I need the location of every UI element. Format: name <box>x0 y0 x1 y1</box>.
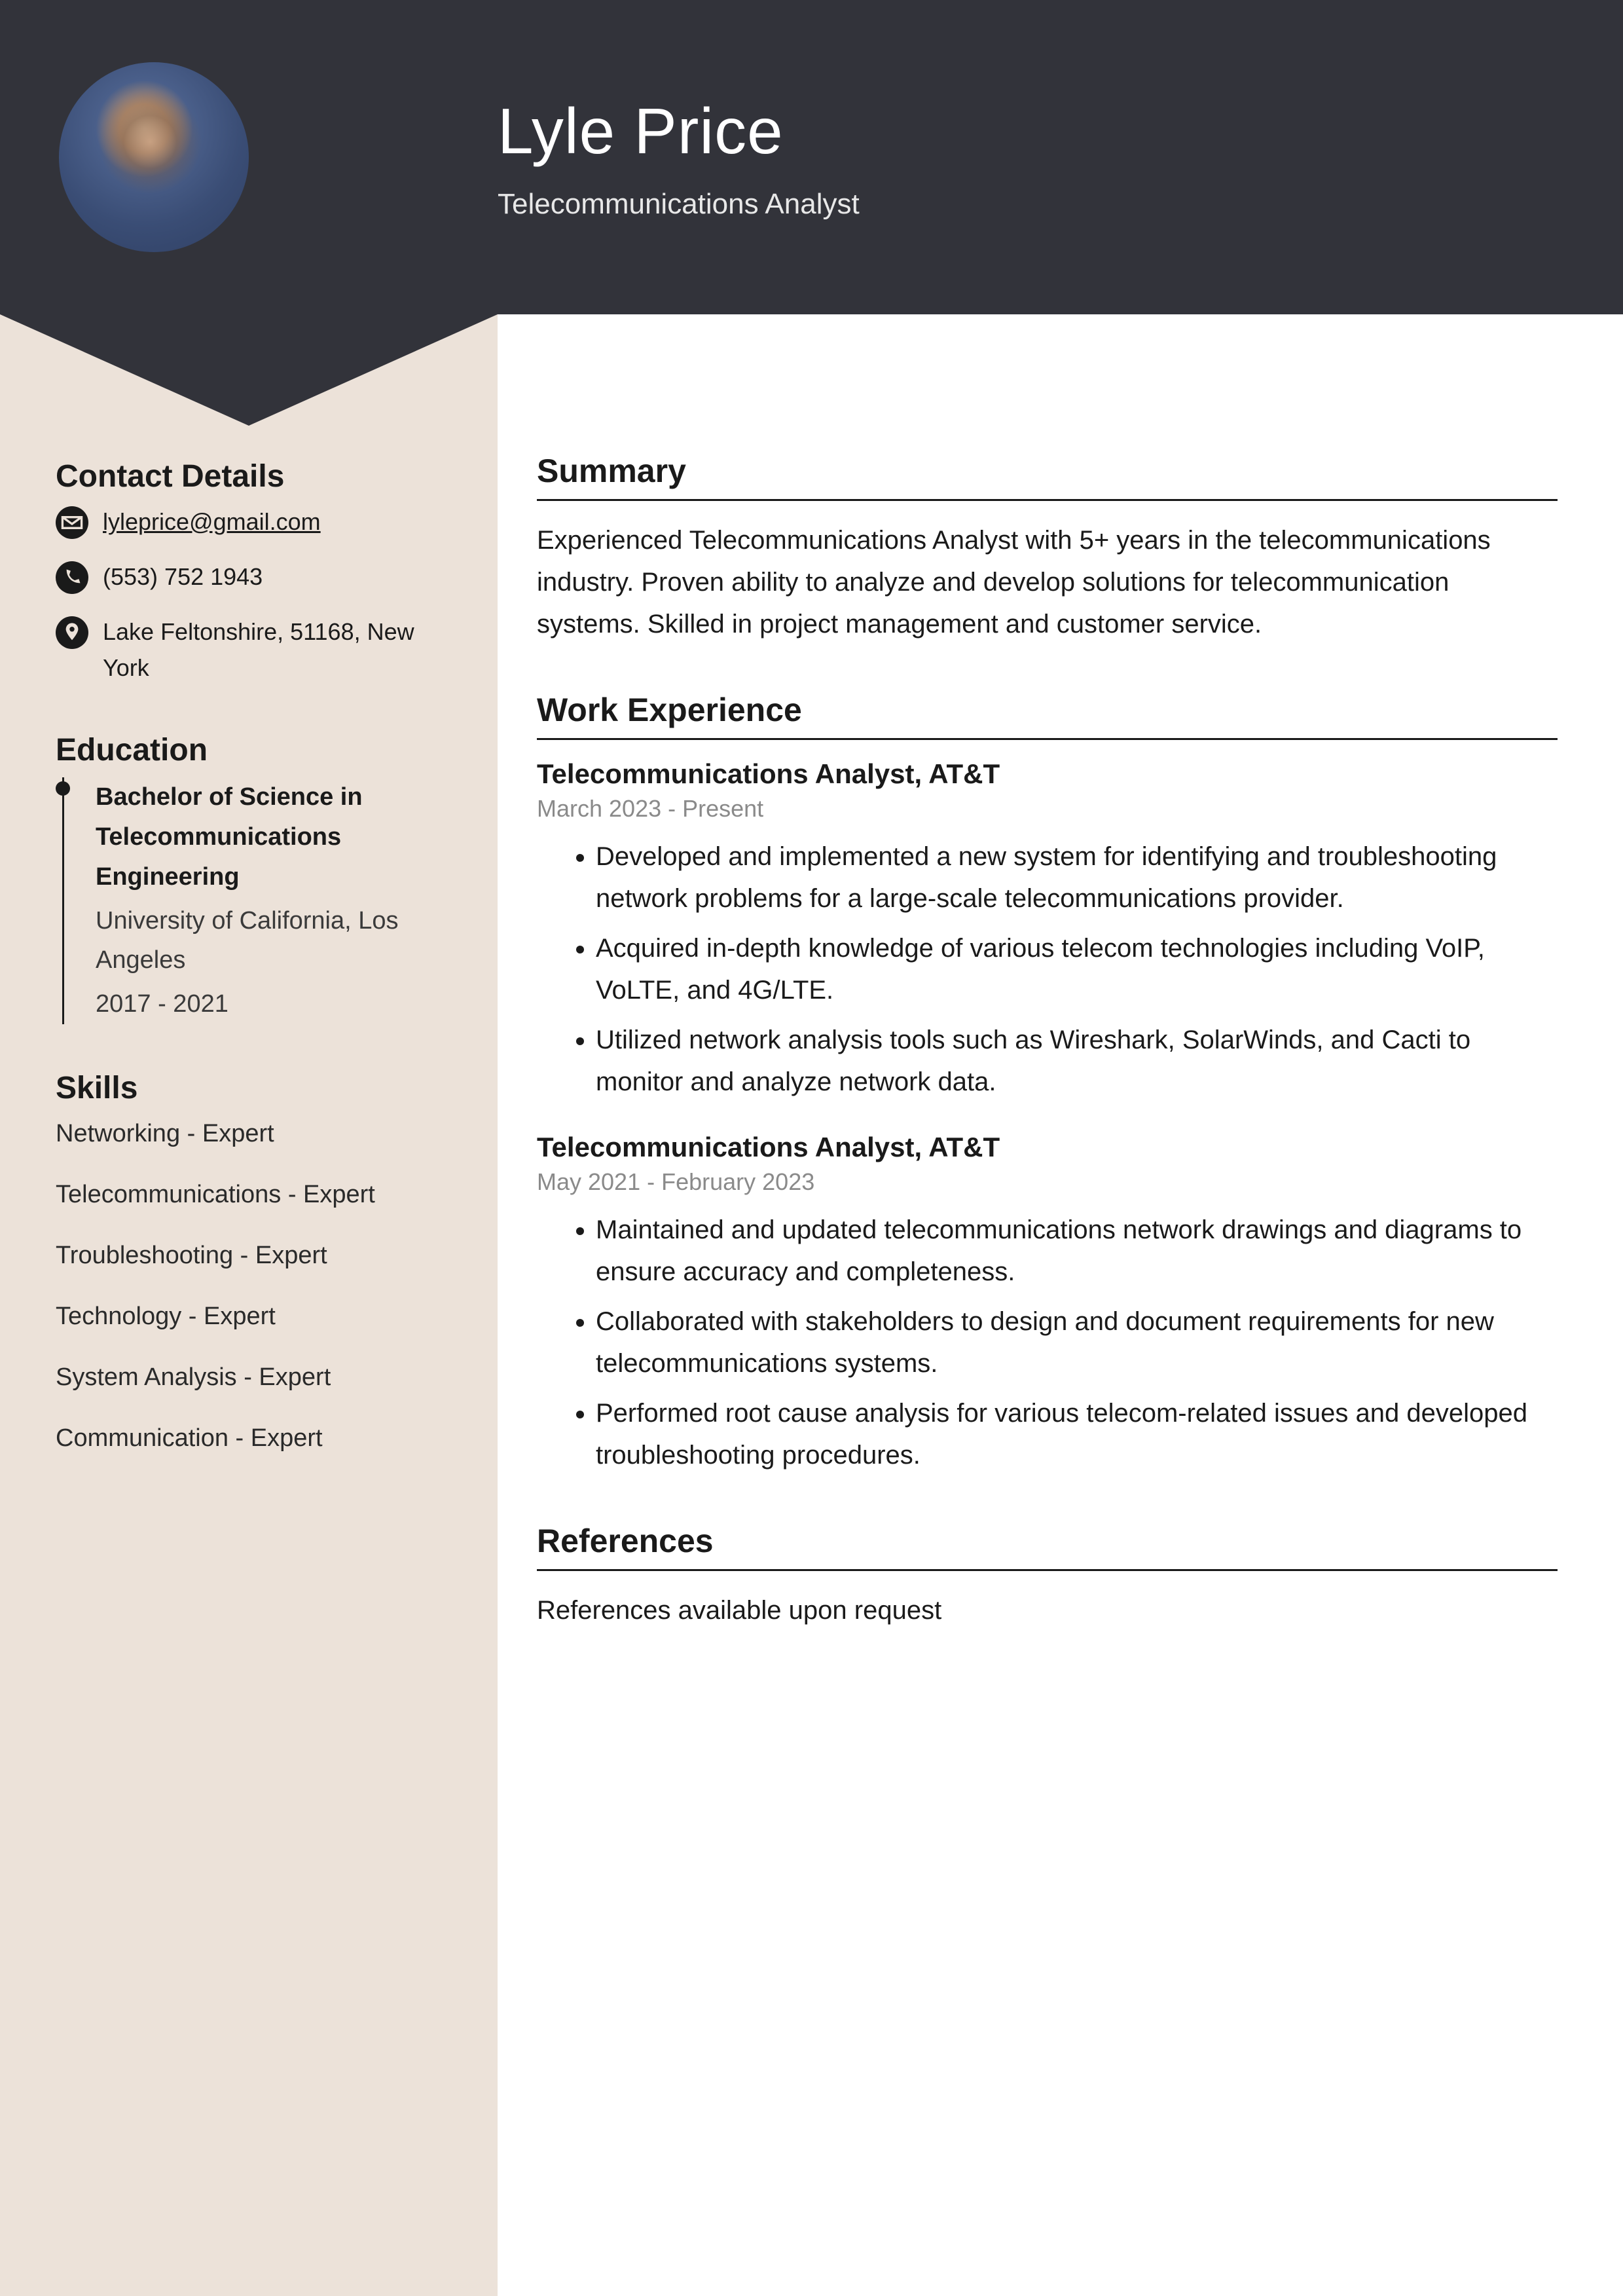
header-text: Lyle Price Telecommunications Analyst <box>498 94 860 221</box>
location-icon <box>56 616 88 649</box>
skill-item: Troubleshooting - Expert <box>56 1237 455 1274</box>
header: Lyle Price Telecommunications Analyst <box>0 0 1623 314</box>
contact-email: lyleprice@gmail.com <box>56 504 455 540</box>
job-item: Telecommunications Analyst, AT&T March 20… <box>537 758 1558 1103</box>
contact-address: Lake Feltonshire, 51168, New York <box>56 614 455 687</box>
education-degree: Bachelor of Science in Telecommunication… <box>96 777 455 897</box>
email-icon <box>56 506 88 539</box>
summary-section: Summary Experienced Telecommunications A… <box>537 452 1558 645</box>
main-content: Summary Experienced Telecommunications A… <box>498 314 1623 2296</box>
avatar <box>59 62 249 252</box>
job-dates: May 2021 - February 2023 <box>537 1168 1558 1196</box>
education-item: Bachelor of Science in Telecommunication… <box>62 777 455 1024</box>
summary-text: Experienced Telecommunications Analyst w… <box>537 519 1558 645</box>
resume-page: Lyle Price Telecommunications Analyst Co… <box>0 0 1623 2296</box>
job-dates: March 2023 - Present <box>537 795 1558 823</box>
skill-item: Communication - Expert <box>56 1420 455 1457</box>
email-text: lyleprice@gmail.com <box>103 504 455 540</box>
skills-heading: Skills <box>56 1070 455 1106</box>
job-bullet: Utilized network analysis tools such as … <box>596 1019 1558 1103</box>
references-text: References available upon request <box>537 1589 1558 1631</box>
timeline-bullet-icon <box>56 781 70 796</box>
name: Lyle Price <box>498 94 860 168</box>
job-bullet: Developed and implemented a new system f… <box>596 836 1558 919</box>
section-rule <box>537 499 1558 501</box>
job-item: Telecommunications Analyst, AT&T May 2021… <box>537 1132 1558 1476</box>
job-title: Telecommunications Analyst <box>498 188 860 221</box>
contact-list: lyleprice@gmail.com (553) 752 1943 Lake … <box>56 504 455 686</box>
job-bullet: Collaborated with stakeholders to design… <box>596 1301 1558 1384</box>
section-rule <box>537 1569 1558 1571</box>
work-heading: Work Experience <box>537 691 1558 729</box>
jobs-container: Telecommunications Analyst, AT&T March 20… <box>537 758 1558 1476</box>
chevron-decoration <box>0 314 498 426</box>
education-school: University of California, Los Angeles <box>96 901 455 981</box>
education-dates: 2017 - 2021 <box>96 984 455 1024</box>
address-text: Lake Feltonshire, 51168, New York <box>103 614 455 687</box>
phone-icon <box>56 561 88 594</box>
work-section: Work Experience Telecommunications Analy… <box>537 691 1558 1476</box>
skills-list: Networking - Expert Telecommunications - … <box>56 1115 455 1457</box>
contact-section: Contact Details lyleprice@gmail.com (553… <box>56 458 455 686</box>
references-section: References References available upon req… <box>537 1522 1558 1631</box>
email-link[interactable]: lyleprice@gmail.com <box>103 508 321 535</box>
job-position: Telecommunications Analyst, AT&T <box>537 758 1558 790</box>
section-rule <box>537 738 1558 740</box>
job-bullets: Maintained and updated telecommunication… <box>537 1209 1558 1476</box>
phone-text: (553) 752 1943 <box>103 559 455 595</box>
references-heading: References <box>537 1522 1558 1560</box>
contact-phone: (553) 752 1943 <box>56 559 455 595</box>
skill-item: Telecommunications - Expert <box>56 1176 455 1213</box>
skill-item: Networking - Expert <box>56 1115 455 1153</box>
job-bullet: Performed root cause analysis for variou… <box>596 1392 1558 1476</box>
skill-item: Technology - Expert <box>56 1298 455 1335</box>
body: Contact Details lyleprice@gmail.com (553… <box>0 314 1623 2296</box>
skill-item: System Analysis - Expert <box>56 1359 455 1396</box>
education-heading: Education <box>56 732 455 768</box>
job-position: Telecommunications Analyst, AT&T <box>537 1132 1558 1163</box>
job-bullets: Developed and implemented a new system f… <box>537 836 1558 1103</box>
education-section: Education Bachelor of Science in Telecom… <box>56 732 455 1024</box>
contact-heading: Contact Details <box>56 458 455 494</box>
job-bullet: Maintained and updated telecommunication… <box>596 1209 1558 1293</box>
job-bullet: Acquired in-depth knowledge of various t… <box>596 927 1558 1011</box>
summary-heading: Summary <box>537 452 1558 490</box>
sidebar: Contact Details lyleprice@gmail.com (553… <box>0 314 498 2296</box>
skills-section: Skills Networking - Expert Telecommunicat… <box>56 1070 455 1457</box>
